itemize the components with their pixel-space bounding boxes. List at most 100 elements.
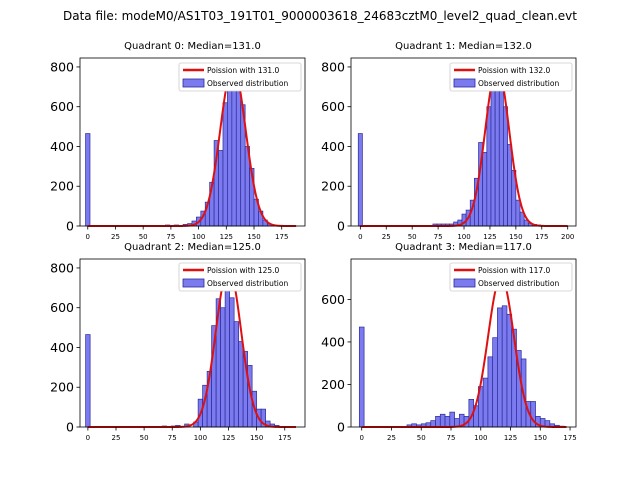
legend-box xyxy=(449,62,573,92)
x-tick-label: 50 xyxy=(408,233,417,241)
histogram-bar xyxy=(482,377,489,428)
quadrant-3-chart: Quadrant 3: Median=117.0 0 25 50 75 100 125 15… xyxy=(321,242,577,442)
x-tick-label: 50 xyxy=(139,233,148,241)
axes-frame xyxy=(79,258,306,428)
chart-title: Quadrant 0: Median=131.0 xyxy=(124,41,261,52)
histogram-bar xyxy=(497,307,503,428)
histogram-bar xyxy=(235,78,242,227)
legend-observed-label: Observed distribution xyxy=(478,79,559,88)
x-tick-label: 125 xyxy=(483,233,496,241)
y-tick-label: 600 xyxy=(50,300,74,315)
legend-observed-swatch xyxy=(182,278,205,288)
histogram-bar xyxy=(515,199,521,227)
legend-observed-swatch xyxy=(182,78,205,88)
axes-frame xyxy=(79,57,306,227)
poisson-curve xyxy=(87,266,296,428)
y-tick-label: 200 xyxy=(50,179,74,194)
x-tick-label: 175 xyxy=(563,434,576,442)
chart-title: Quadrant 3: Median=117.0 xyxy=(395,242,532,253)
y-tick-label: 600 xyxy=(321,99,345,114)
histogram-bar xyxy=(490,76,496,227)
y-tick-label: 400 xyxy=(321,334,345,349)
histogram-bar xyxy=(487,356,494,428)
histogram-bar xyxy=(222,102,228,227)
x-tick-label: 125 xyxy=(504,434,517,442)
histogram-bar xyxy=(233,321,239,428)
legend-observed-label: Observed distribution xyxy=(207,79,288,88)
y-tick-label: 800 xyxy=(321,59,345,74)
x-tick-label: 150 xyxy=(509,233,522,241)
histogram-bar xyxy=(224,275,230,428)
axes-frame xyxy=(350,57,577,227)
x-tick-label: 200 xyxy=(561,233,574,241)
x-tick-label: 25 xyxy=(112,434,121,442)
x-tick-label: 75 xyxy=(447,434,456,442)
histogram-bar xyxy=(503,106,508,227)
x-tick-label: 0 xyxy=(358,233,362,241)
histogram-bar xyxy=(444,416,451,428)
x-tick-label: 0 xyxy=(86,233,90,241)
y-tick-label: 400 xyxy=(321,139,345,154)
axes-frame xyxy=(350,258,577,428)
chart-title: Quadrant 2: Median=125.0 xyxy=(124,242,261,253)
y-tick-label: 0 xyxy=(66,420,74,435)
chart-title: Quadrant 1: Median=132.0 xyxy=(395,41,532,52)
histogram-bar xyxy=(506,313,513,428)
y-tick-label: 400 xyxy=(50,340,74,355)
x-tick-label: 75 xyxy=(168,434,177,442)
legend-observed-label: Observed distribution xyxy=(478,279,559,288)
y-tick-label: 0 xyxy=(337,219,345,234)
histogram-bar xyxy=(220,307,226,428)
y-tick-label: 200 xyxy=(321,377,345,392)
x-tick-label: 25 xyxy=(111,233,120,241)
legend-observed-swatch xyxy=(453,78,476,88)
histogram-bar xyxy=(85,334,91,428)
x-tick-label: 100 xyxy=(457,233,470,241)
x-tick-label: 75 xyxy=(434,233,443,241)
histogram-bar xyxy=(218,150,224,227)
legend-poisson-label: Poission with 117.0 xyxy=(478,266,551,275)
x-tick-label: 75 xyxy=(166,233,175,241)
legend-box xyxy=(449,262,573,292)
x-tick-label: 150 xyxy=(247,233,260,241)
legend: Poission with 117.0 Observed distributio… xyxy=(449,262,573,292)
legend-poisson-label: Poission with 131.0 xyxy=(207,66,280,75)
legend: Poission with 125.0 Observed distributio… xyxy=(178,262,302,292)
histogram-bar xyxy=(494,68,500,227)
x-tick-label: 125 xyxy=(220,233,233,241)
legend: Poission with 132.0 Observed distributio… xyxy=(449,62,573,92)
legend-poisson-label: Poission with 125.0 xyxy=(207,266,280,275)
histogram-bar xyxy=(492,337,498,428)
y-tick-label: 200 xyxy=(321,179,345,194)
histogram-bar xyxy=(501,305,508,428)
histogram-bar xyxy=(507,144,513,227)
legend-box xyxy=(178,62,302,92)
histogram-bar xyxy=(498,74,504,227)
y-tick-label: 800 xyxy=(50,59,74,74)
x-tick-label: 50 xyxy=(140,434,149,442)
x-tick-label: 125 xyxy=(222,434,235,442)
y-tick-label: 600 xyxy=(321,292,345,307)
x-tick-label: 175 xyxy=(278,434,291,442)
x-tick-label: 150 xyxy=(534,434,547,442)
legend-observed-label: Observed distribution xyxy=(207,279,288,288)
quadrant-2-chart: Quadrant 2: Median=125.0 0 25 50 75 100 125 15… xyxy=(50,242,306,442)
x-tick-label: 175 xyxy=(275,233,288,241)
histogram-bar xyxy=(358,326,365,428)
histogram-bar xyxy=(357,133,363,227)
x-tick-label: 0 xyxy=(86,434,90,442)
y-tick-label: 800 xyxy=(50,260,74,275)
legend-poisson-label: Poission with 132.0 xyxy=(478,66,551,75)
legend-box xyxy=(178,262,302,292)
y-tick-label: 200 xyxy=(50,380,74,395)
x-tick-label: 25 xyxy=(382,233,391,241)
x-tick-label: 100 xyxy=(474,434,487,442)
quadrant-0-chart: Quadrant 0: Median=131.0 0 25 50 75 100 125 15… xyxy=(50,41,306,241)
x-tick-label: 175 xyxy=(535,233,548,241)
quadrant-1-chart: Quadrant 1: Median=132.0 0 25 50 75 100 125 15… xyxy=(321,41,577,241)
y-tick-label: 0 xyxy=(337,420,345,435)
x-tick-label: 100 xyxy=(194,434,207,442)
x-tick-label: 25 xyxy=(387,434,396,442)
histogram-bar xyxy=(229,297,235,428)
